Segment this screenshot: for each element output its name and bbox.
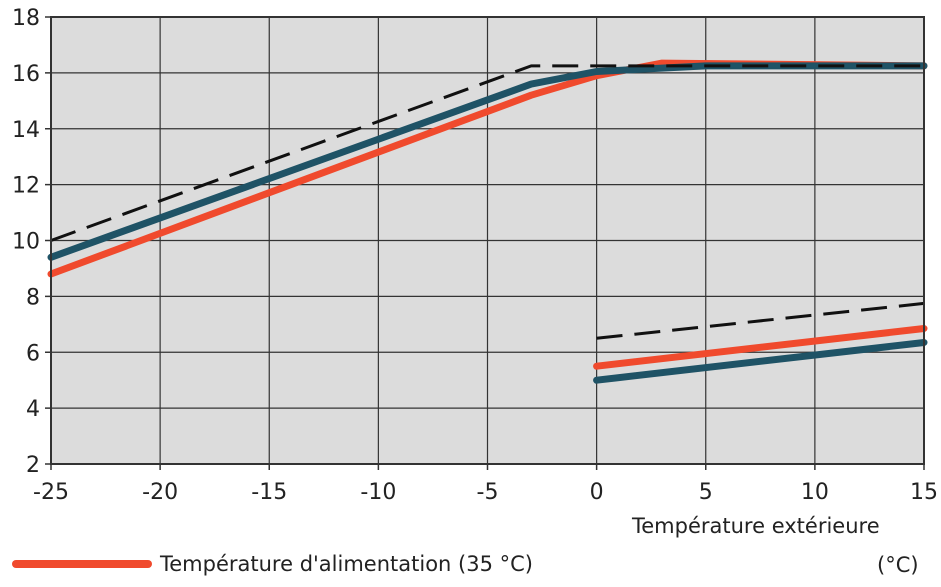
x-tick-label: -10 xyxy=(360,480,396,505)
y-tick-label: 18 xyxy=(12,6,40,31)
legend-entry: Température d'alimentation (35 °C) xyxy=(12,552,533,576)
x-tick-label: 5 xyxy=(699,480,713,505)
x-tick-label: -15 xyxy=(251,480,287,505)
legend-swatch xyxy=(12,560,152,568)
legend-label: Température d'alimentation (35 °C) xyxy=(160,552,533,576)
y-tick-label: 8 xyxy=(26,285,40,310)
series-layer xyxy=(47,59,928,384)
y-tick-label: 14 xyxy=(12,118,40,143)
x-tick-label: -5 xyxy=(477,480,499,505)
y-tick-label: 10 xyxy=(12,230,40,255)
y-tick-label: 6 xyxy=(26,341,40,366)
tick-labels: -25 -20 -15 -10 -5 0 5 10 15 2 4 6 8 10 12 14 16 18 xyxy=(12,6,938,505)
series-2-line-1 xyxy=(596,301,925,340)
y-tick-label: 16 xyxy=(12,62,40,87)
series-0-line-1 xyxy=(593,325,928,370)
y-tick-label: 4 xyxy=(26,397,40,422)
series-2-line-0 xyxy=(50,64,924,242)
x-tick-label: 15 xyxy=(910,480,938,505)
series-1-line-1 xyxy=(593,339,928,384)
x-tick-label: 10 xyxy=(801,480,829,505)
x-axis-unit: (°C) xyxy=(877,553,919,577)
x-tick-label: -20 xyxy=(142,480,178,505)
x-axis-label: Température extérieure xyxy=(632,514,880,538)
y-tick-label: 12 xyxy=(12,174,40,199)
x-tick-label: 0 xyxy=(590,480,604,505)
y-tick-label: 2 xyxy=(26,453,40,478)
series-1-line-0 xyxy=(47,62,928,261)
x-tick-label: -25 xyxy=(33,480,69,505)
